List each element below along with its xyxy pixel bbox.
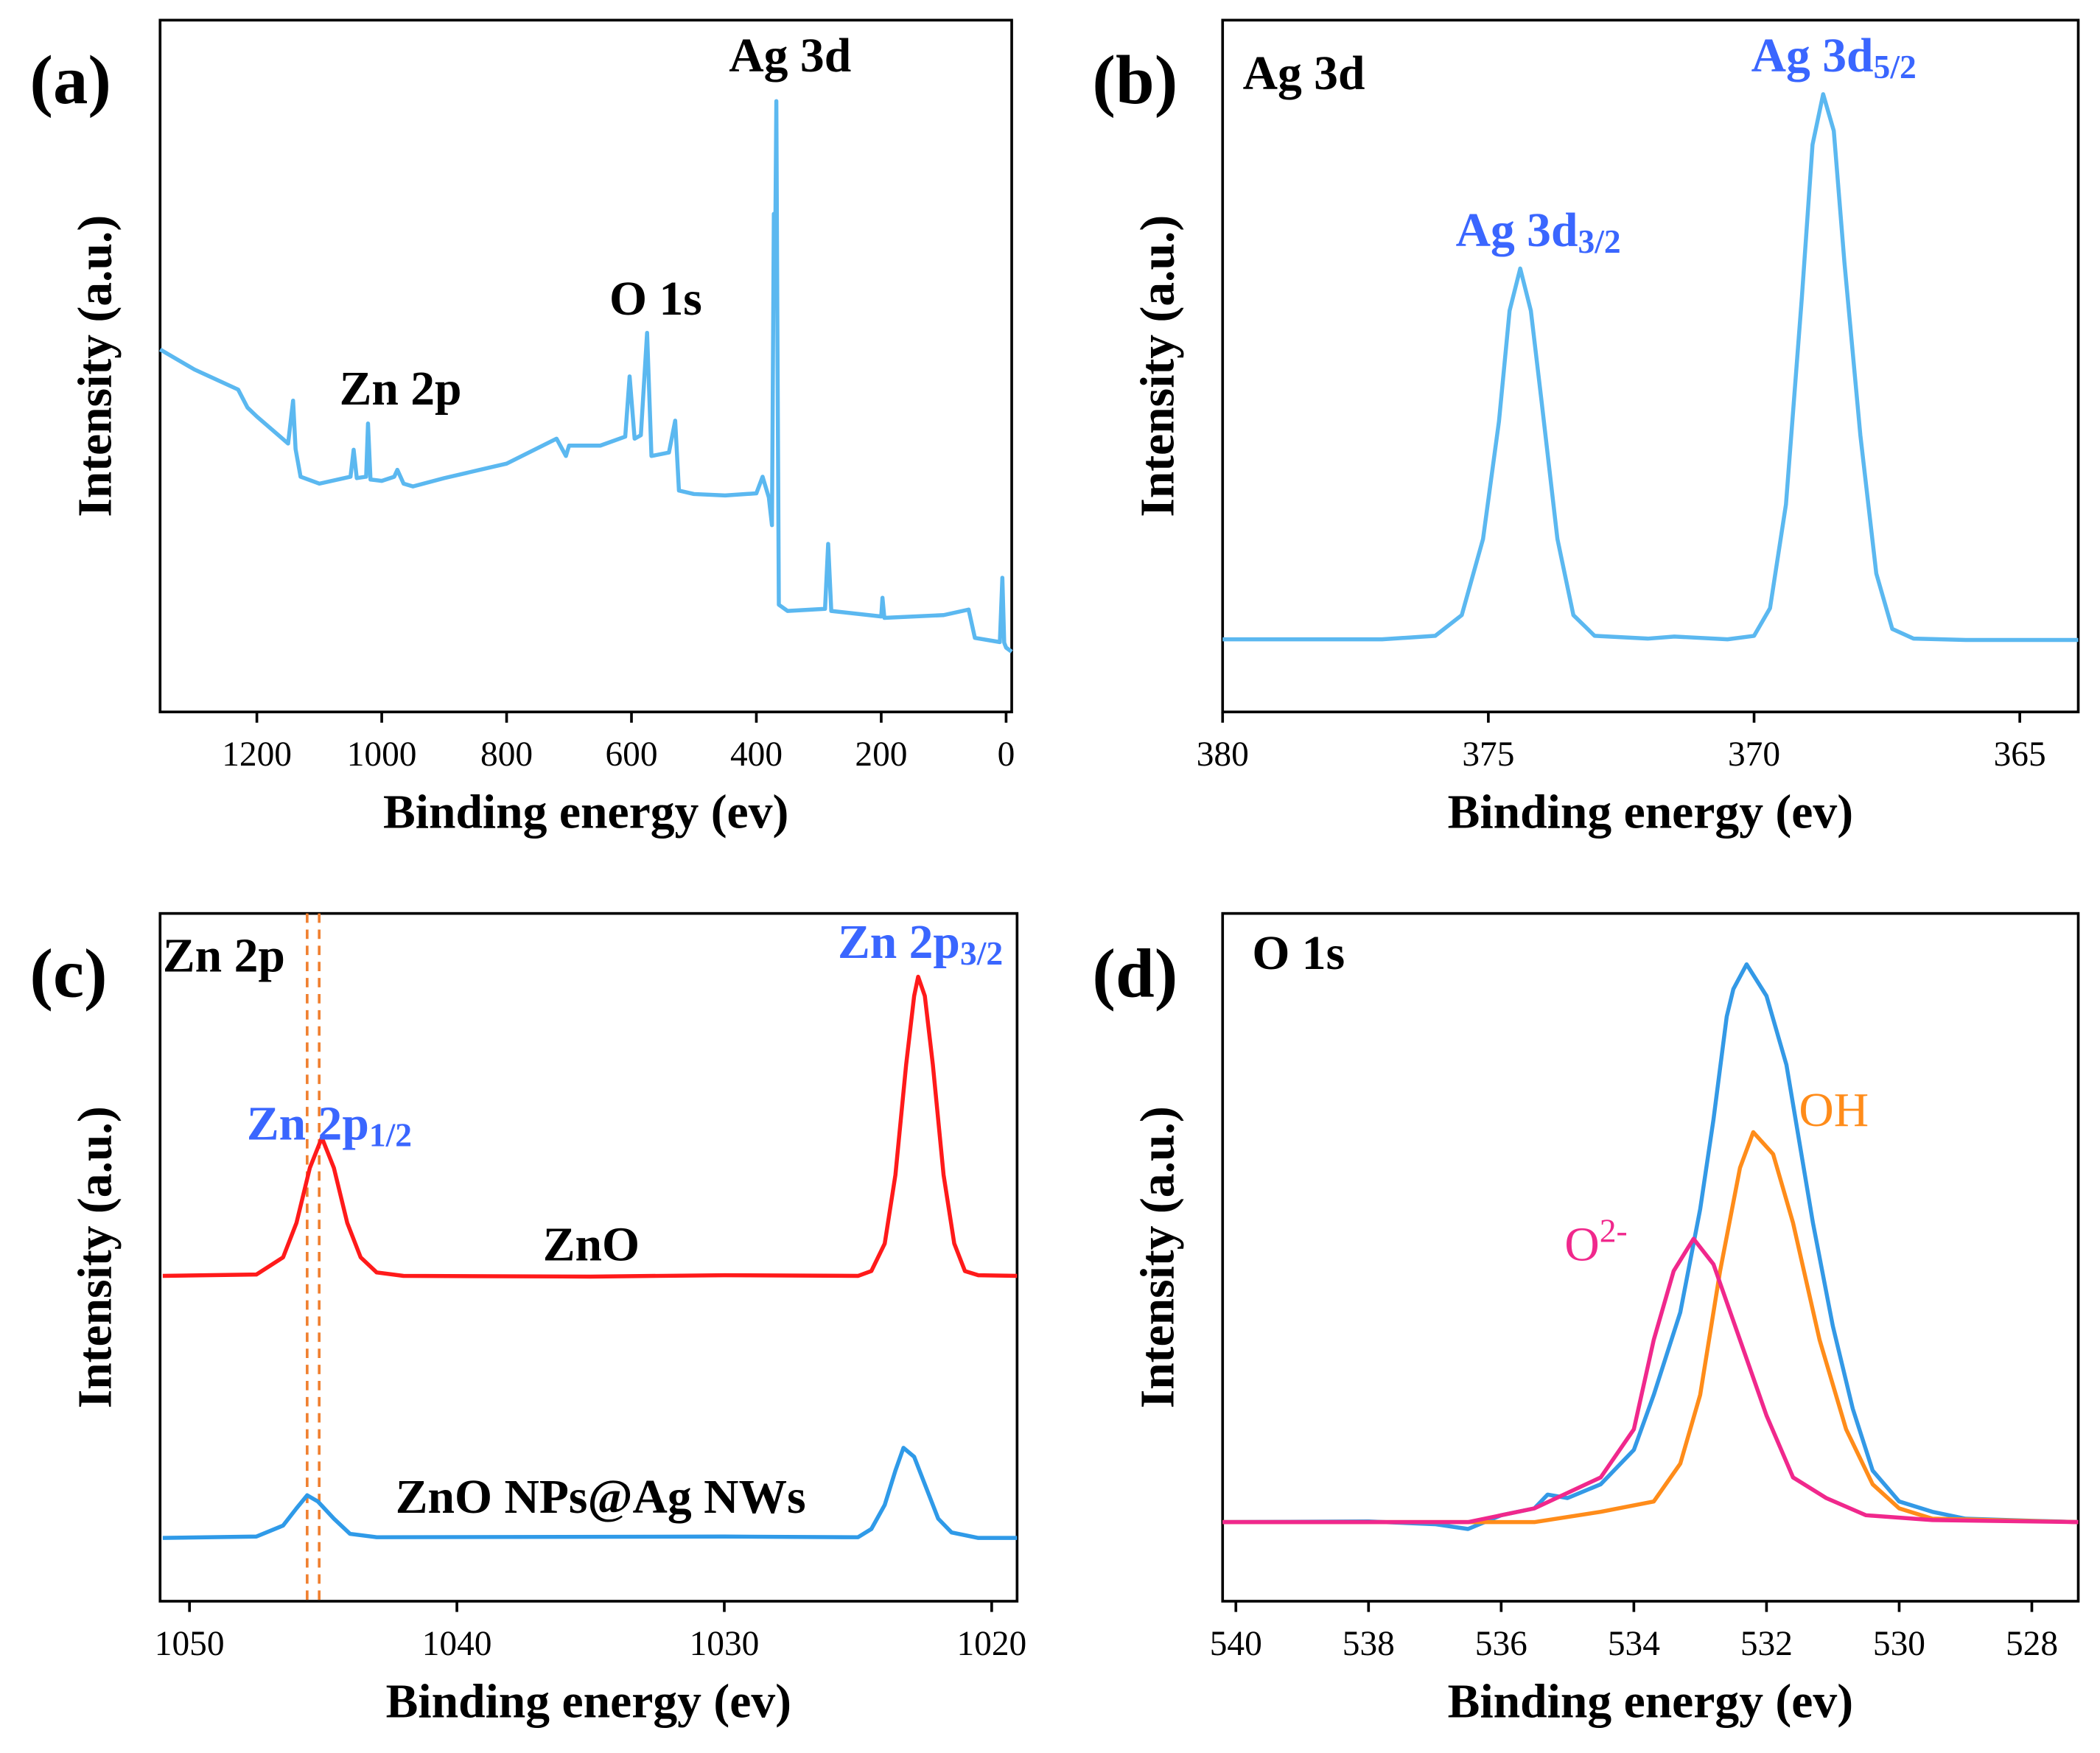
series-line — [162, 974, 1018, 1279]
annotation: Zn 2p — [340, 363, 462, 416]
annotation-superscript: 2- — [1600, 1211, 1628, 1249]
x-tick-label: 530 — [1873, 1625, 1925, 1663]
annotation: Zn 2p3/2 — [838, 916, 1003, 972]
panel-title: Zn 2p — [163, 929, 285, 982]
y-axis-label: Intensity (a.u.) — [69, 215, 122, 517]
x-tick-label: 540 — [1210, 1625, 1262, 1663]
series-line — [162, 1446, 1018, 1540]
annotation-subscript: 5/2 — [1874, 48, 1917, 85]
annotation-subscript: 3/2 — [1578, 223, 1620, 260]
series-line — [1222, 92, 2079, 643]
annotation-text: Ag 3d — [1751, 29, 1874, 83]
annotation: OH — [1799, 1084, 1869, 1137]
y-axis-label: Intensity (a.u.) — [1131, 215, 1184, 517]
annotation: Ag 3d5/2 — [1751, 29, 1917, 85]
series-label: ZnO NPs@Ag NWs — [396, 1471, 806, 1524]
plot-frame — [158, 18, 1013, 714]
series-line — [1222, 1130, 2079, 1525]
annotation-text: OH — [1799, 1084, 1869, 1137]
x-tick-label: 600 — [605, 735, 657, 774]
plot-frame — [158, 912, 1019, 1603]
x-tick-label: 380 — [1197, 735, 1249, 774]
annotation-text: Ag 3d — [1456, 204, 1578, 257]
x-tick-label: 1000 — [347, 735, 417, 774]
series-label: ZnO — [543, 1218, 640, 1271]
annotation-subscript: 3/2 — [960, 934, 1003, 972]
series-line — [1222, 1236, 2079, 1525]
x-tick-label: 532 — [1740, 1625, 1793, 1663]
annotation: Ag 3d3/2 — [1456, 204, 1621, 260]
x-tick-label: 0 — [998, 735, 1015, 774]
x-axis-label: Binding energy (ev) — [1448, 1675, 1853, 1728]
x-tick-label: 400 — [730, 735, 783, 774]
panel-label: (c) — [29, 935, 107, 1012]
x-tick-label: 534 — [1608, 1625, 1660, 1663]
x-tick-label: 1200 — [222, 735, 292, 774]
panel-title: O 1s — [1252, 927, 1345, 980]
annotation-text: Zn 2p — [340, 363, 462, 416]
y-axis-label: Intensity (a.u.) — [69, 1106, 122, 1408]
annotation-text: O — [1564, 1218, 1599, 1271]
series-line — [158, 99, 1013, 654]
x-tick-label: 1050 — [155, 1625, 225, 1663]
x-tick-label: 1020 — [956, 1625, 1026, 1663]
panel-label: (d) — [1092, 935, 1177, 1012]
x-axis-label: Binding energy (ev) — [386, 1675, 791, 1728]
x-axis-label: Binding energy (ev) — [1448, 785, 1853, 839]
panel-label: (b) — [1092, 41, 1177, 119]
series-line — [1222, 962, 2079, 1531]
annotation-text: Zn 2p — [838, 916, 960, 969]
annotation-text: Ag 3d — [729, 29, 851, 83]
x-tick-label: 800 — [480, 735, 533, 774]
annotation-subscript: 1/2 — [369, 1116, 412, 1154]
x-tick-label: 365 — [1994, 735, 2046, 774]
x-tick-label: 1040 — [422, 1625, 492, 1663]
panel-title: Ag 3d — [1243, 47, 1365, 100]
x-tick-label: 1030 — [690, 1625, 760, 1663]
annotation: O2- — [1564, 1211, 1627, 1271]
x-tick-label: 528 — [2006, 1625, 2058, 1663]
x-tick-label: 200 — [855, 735, 907, 774]
annotation-text: Zn 2p — [247, 1097, 369, 1150]
annotation: Zn 2p1/2 — [247, 1097, 412, 1153]
y-axis-label: Intensity (a.u.) — [1131, 1106, 1184, 1408]
x-tick-label: 536 — [1475, 1625, 1527, 1663]
x-axis-label: Binding energy (ev) — [383, 785, 788, 839]
panel-label: (a) — [29, 41, 111, 119]
annotation: O 1s — [609, 273, 702, 326]
annotation: Ag 3d — [729, 29, 851, 83]
x-tick-label: 375 — [1462, 735, 1514, 774]
plot-frame — [1221, 912, 2080, 1603]
x-tick-label: 370 — [1728, 735, 1780, 774]
annotation-text: O 1s — [609, 273, 702, 326]
x-tick-label: 538 — [1343, 1625, 1395, 1663]
plot-frame — [1221, 18, 2080, 714]
